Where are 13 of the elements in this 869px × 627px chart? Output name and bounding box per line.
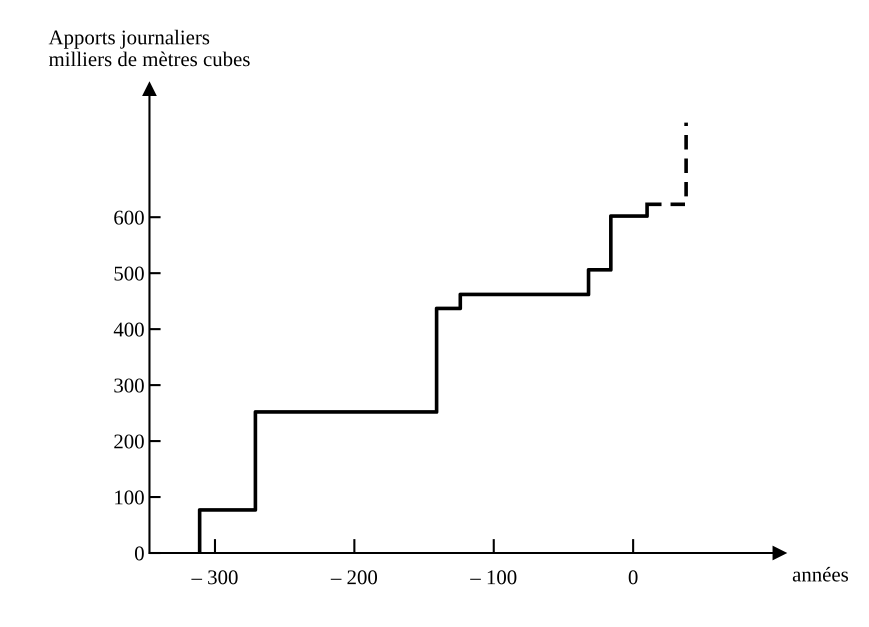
- y-tick-label: 200: [114, 434, 144, 449]
- y-axis-title: Apports journaliers milliers de mètres cubes: [48, 30, 250, 66]
- y-tick-label: 300: [114, 378, 144, 393]
- x-axis-title: années: [792, 566, 848, 582]
- y-tick-label: 400: [114, 322, 144, 337]
- y-tick-label: 100: [115, 490, 144, 504]
- y-tick-label: 500: [114, 266, 144, 281]
- y-tick-label: 600: [114, 210, 144, 225]
- x-tick-label: – 200: [330, 570, 378, 584]
- y-tick-label: 0: [134, 546, 144, 560]
- x-tick-label: – 300: [191, 570, 238, 584]
- x-tick-label: 0: [628, 570, 638, 584]
- x-tick-label: – 100: [470, 570, 516, 584]
